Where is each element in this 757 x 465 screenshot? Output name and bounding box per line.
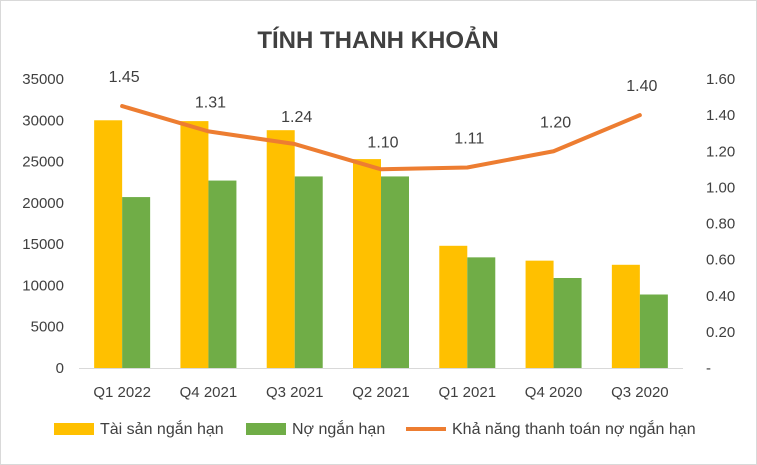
left-tick-label: 25000 — [22, 154, 64, 171]
line-data-label: 1.45 — [109, 69, 140, 86]
left-tick-label: 5000 — [31, 319, 64, 336]
left-tick-label: 0 — [56, 360, 64, 377]
bar-tai-san-ngan-han-q1-2022 — [94, 120, 123, 369]
right-tick-label: 1.20 — [706, 143, 735, 160]
category-label: Q3 2021 — [266, 384, 324, 401]
right-tick-label: 0.20 — [706, 324, 735, 341]
bar-no-ngan-han-q4-2021 — [208, 180, 237, 368]
left-tick-label: 30000 — [22, 112, 64, 129]
legend-swatch-tai-san-ngan-han — [54, 423, 94, 435]
left-tick-label: 20000 — [22, 195, 64, 212]
chart-title: TÍNH THANH KHOẢN — [257, 25, 498, 54]
legend-label-tai-san-ngan-han: Tài sản ngắn hạn — [100, 419, 224, 438]
right-tick-label: 0.60 — [706, 252, 735, 269]
right-tick-label: 1.00 — [706, 179, 735, 196]
bar-no-ngan-han-q3-2021 — [294, 176, 323, 368]
category-label: Q1 2021 — [439, 384, 497, 401]
data-labels: 1.45 1.31 1.24 1.10 1.11 1.20 1.40 — [109, 69, 658, 151]
right-axis-ticks: - 0.20 0.40 0.60 0.80 1.00 1.20 1.40 1.60 — [706, 71, 735, 377]
bar-tai-san-ngan-han-q3-2020 — [611, 264, 640, 368]
bar-no-ngan-han-q1-2022 — [122, 197, 151, 368]
left-tick-label: 35000 — [22, 71, 64, 88]
bar-tai-san-ngan-han-q4-2020 — [525, 260, 554, 368]
category-label: Q1 2022 — [93, 384, 151, 401]
left-tick-label: 15000 — [22, 236, 64, 253]
legend-label-kha-nang-thanh-toan-no-ngan-han: Khả năng thanh toán nợ ngắn hạn — [452, 419, 696, 438]
bar-tai-san-ngan-han-q3-2021 — [266, 130, 295, 368]
legend-label-no-ngan-han: Nợ ngắn hạn — [292, 419, 385, 438]
line-data-label: 1.24 — [281, 109, 312, 126]
bar-no-ngan-han-q1-2021 — [467, 257, 496, 368]
line-data-label: 1.10 — [367, 134, 398, 151]
line-data-label: 1.11 — [454, 131, 484, 148]
legend-swatch-no-ngan-han — [246, 423, 286, 435]
right-tick-label: 1.40 — [706, 107, 735, 124]
right-tick-label: 1.60 — [706, 71, 735, 88]
bar-series — [94, 120, 668, 369]
line-data-label: 1.31 — [195, 94, 226, 111]
bar-tai-san-ngan-han-q1-2021 — [439, 245, 468, 368]
bar-no-ngan-han-q4-2020 — [553, 277, 582, 368]
right-tick-label: - — [706, 360, 711, 377]
left-tick-label: 10000 — [22, 277, 64, 294]
category-label: Q4 2021 — [180, 384, 238, 401]
line-series — [120, 104, 642, 172]
bar-tai-san-ngan-han-q4-2021 — [180, 121, 209, 369]
category-labels: Q1 2022 Q4 2021 Q3 2021 Q2 2021 Q1 2021 Q4 20… — [93, 384, 668, 401]
bar-no-ngan-han-q2-2021 — [381, 176, 409, 368]
bar-no-ngan-han-q3-2020 — [639, 294, 668, 368]
legend: Tài sản ngắn hạn Nợ ngắn hạn Khả năng than… — [54, 419, 696, 438]
line-data-label: 1.20 — [540, 114, 571, 131]
right-tick-label: 0.40 — [706, 288, 735, 305]
line-kha-nang-thanh-toan-no-ngan-han — [120, 104, 642, 172]
category-label: Q2 2021 — [352, 384, 410, 401]
category-label: Q3 2020 — [611, 384, 669, 401]
line-data-label: 1.40 — [626, 78, 657, 95]
right-tick-label: 0.80 — [706, 216, 735, 233]
bar-tai-san-ngan-han-q2-2021 — [353, 159, 381, 368]
left-axis-ticks: 0 5000 10000 15000 20000 25000 30000 35000 — [22, 71, 64, 377]
category-label: Q4 2020 — [525, 384, 583, 401]
